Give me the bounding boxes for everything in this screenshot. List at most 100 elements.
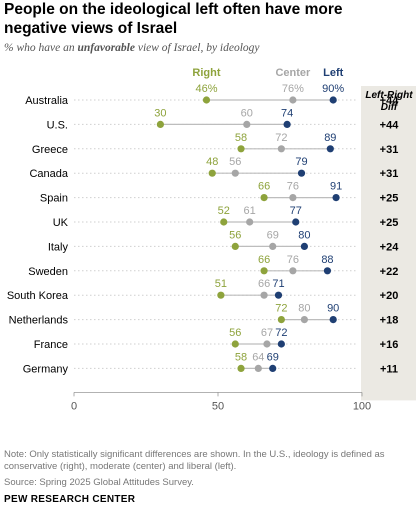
diff-value: +31 (380, 168, 399, 180)
dot-center (289, 267, 297, 275)
value-label-center: 72 (275, 132, 287, 144)
country-label: Sweden (28, 266, 68, 278)
dot-center (289, 194, 297, 202)
dot-left (283, 120, 291, 128)
value-label-left: 88 (321, 254, 333, 266)
country-label: Germany (23, 363, 69, 375)
dot-right (277, 316, 285, 324)
chart-title: People on the ideological left often hav… (4, 1, 343, 37)
country-label: Canada (29, 168, 68, 180)
dot-left (274, 291, 283, 299)
dot-left (269, 364, 277, 372)
value-label-center: 60 (241, 107, 253, 119)
diff-value: +18 (380, 315, 399, 327)
subtitle-emphasis: unfavorable (77, 42, 135, 54)
dot-center (246, 218, 254, 226)
dot-right (260, 267, 268, 275)
diff-value: +11 (380, 363, 398, 375)
diff-value: +20 (380, 290, 399, 302)
country-label: Australia (25, 95, 69, 107)
legend-left: Left (323, 67, 344, 79)
value-label-center: 66 (258, 278, 270, 290)
dot-center (243, 120, 251, 128)
value-label-right: 48 (206, 156, 218, 168)
dot-right (202, 96, 211, 104)
footer-source: Source: Spring 2025 Global Attitudes Sur… (4, 477, 194, 488)
value-label-right: 56 (229, 229, 241, 241)
value-label-right: 30 (154, 107, 166, 119)
value-label-left: 90% (322, 83, 344, 95)
value-label-right: 58 (235, 132, 247, 144)
country-label: U.S. (47, 119, 68, 131)
dot-center (300, 316, 308, 324)
dot-right (237, 364, 245, 372)
dot-left (277, 340, 285, 348)
dot-center (260, 291, 268, 299)
diff-header-line1: Left-Right (365, 90, 413, 101)
dot-left (292, 218, 300, 226)
value-label-left: 89 (324, 132, 336, 144)
value-label-right: 46% (195, 83, 217, 95)
legend-center: Center (275, 67, 311, 79)
diff-value: +25 (380, 193, 399, 205)
dot-center (289, 96, 297, 104)
diff-value: +22 (380, 266, 399, 278)
dot-center (254, 364, 262, 372)
country-label: Spain (40, 193, 68, 205)
dot-right (208, 169, 216, 177)
diff-column-bg (361, 86, 416, 401)
chart-subtitle: % who have an unfavorable view of Israel… (4, 42, 260, 54)
dot-center (277, 145, 285, 153)
dot-right (156, 120, 164, 128)
value-label-left: 80 (298, 229, 310, 241)
dot-left (329, 316, 337, 324)
footer-org: PEW RESEARCH CENTER (4, 494, 136, 505)
diff-value: +44 (380, 95, 400, 107)
country-label: Italy (48, 241, 69, 253)
country-label: Greece (32, 144, 68, 156)
diff-value: +16 (380, 339, 399, 351)
value-label-right: 66 (258, 181, 270, 193)
value-label-center: 56 (229, 156, 241, 168)
value-label-center: 76% (282, 83, 304, 95)
dot-right (237, 145, 245, 153)
value-label-center: 69 (267, 229, 279, 241)
value-label-center: 61 (244, 205, 256, 217)
country-label: Netherlands (9, 315, 69, 327)
dot-left (323, 267, 332, 275)
dot-right (260, 194, 268, 202)
diff-value: +31 (380, 144, 399, 156)
subtitle-suffix: view of Israel, by ideology (134, 42, 260, 54)
dot-left (326, 145, 334, 153)
value-label-right: 56 (229, 327, 241, 339)
value-label-center: 76 (287, 181, 299, 193)
value-label-center: 76 (287, 254, 299, 266)
value-label-left: 90 (327, 303, 339, 315)
dot-right (231, 340, 239, 348)
dot-center (269, 242, 277, 250)
value-label-left: 71 (272, 278, 284, 290)
value-label-left: 69 (267, 351, 279, 363)
diff-header-line2: Diff (381, 102, 399, 113)
value-label-center: 64 (252, 351, 264, 363)
dot-right (231, 242, 239, 250)
value-label-left: 77 (290, 205, 302, 217)
footer-note: Note: Only statistically significant dif… (4, 449, 385, 472)
x-tick-label: 100 (353, 400, 371, 412)
value-label-right: 66 (258, 254, 270, 266)
value-label-right: 72 (275, 303, 287, 315)
legend-right: Right (192, 67, 220, 79)
value-label-left: 91 (330, 181, 342, 193)
dot-left (297, 169, 306, 177)
value-label-right: 58 (235, 351, 247, 363)
value-label-right: 51 (215, 278, 227, 290)
diff-value: +44 (380, 119, 400, 131)
country-label: South Korea (7, 290, 69, 302)
country-label: UK (53, 217, 69, 229)
value-label-center: 80 (298, 303, 310, 315)
subtitle-prefix: % who have an (4, 42, 78, 54)
diff-value: +24 (380, 241, 400, 253)
dot-left (332, 194, 340, 202)
dot-right (217, 291, 225, 299)
